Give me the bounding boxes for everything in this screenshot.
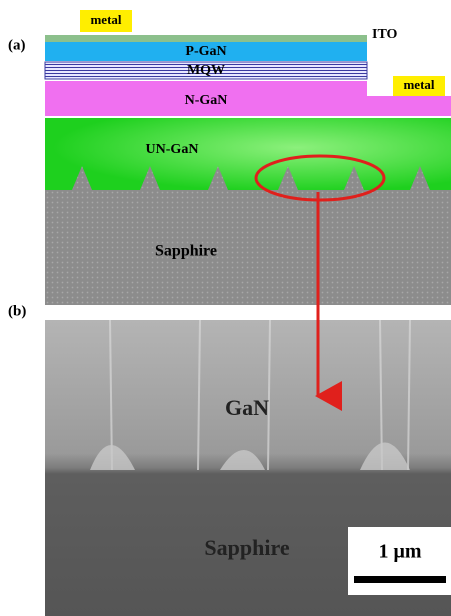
ito-label: ITO [372,27,398,42]
n-gan-layer [45,81,451,116]
metal-label: metal [90,12,121,27]
un-gan-layer [45,118,451,192]
metal-label: metal [403,77,434,92]
scale-bar [354,576,446,583]
gan-label: GaN [225,395,269,420]
un-gan-label: UN-GaN [146,142,199,157]
scale-bar-label: 1 μm [379,541,422,563]
panel-label: (a) [8,37,26,53]
figure: (a) metal ITO P-GaN MQW N-GaN metal UN-G… [0,0,451,616]
sapphire-label: Sapphire [155,243,217,260]
p-gan-label: P-GaN [185,44,226,59]
sapphire-label: Sapphire [204,535,289,560]
mqw-label: MQW [187,63,225,78]
n-gan-label: N-GaN [185,93,228,108]
ito-layer [45,35,367,42]
panel-label: (b) [8,303,26,319]
